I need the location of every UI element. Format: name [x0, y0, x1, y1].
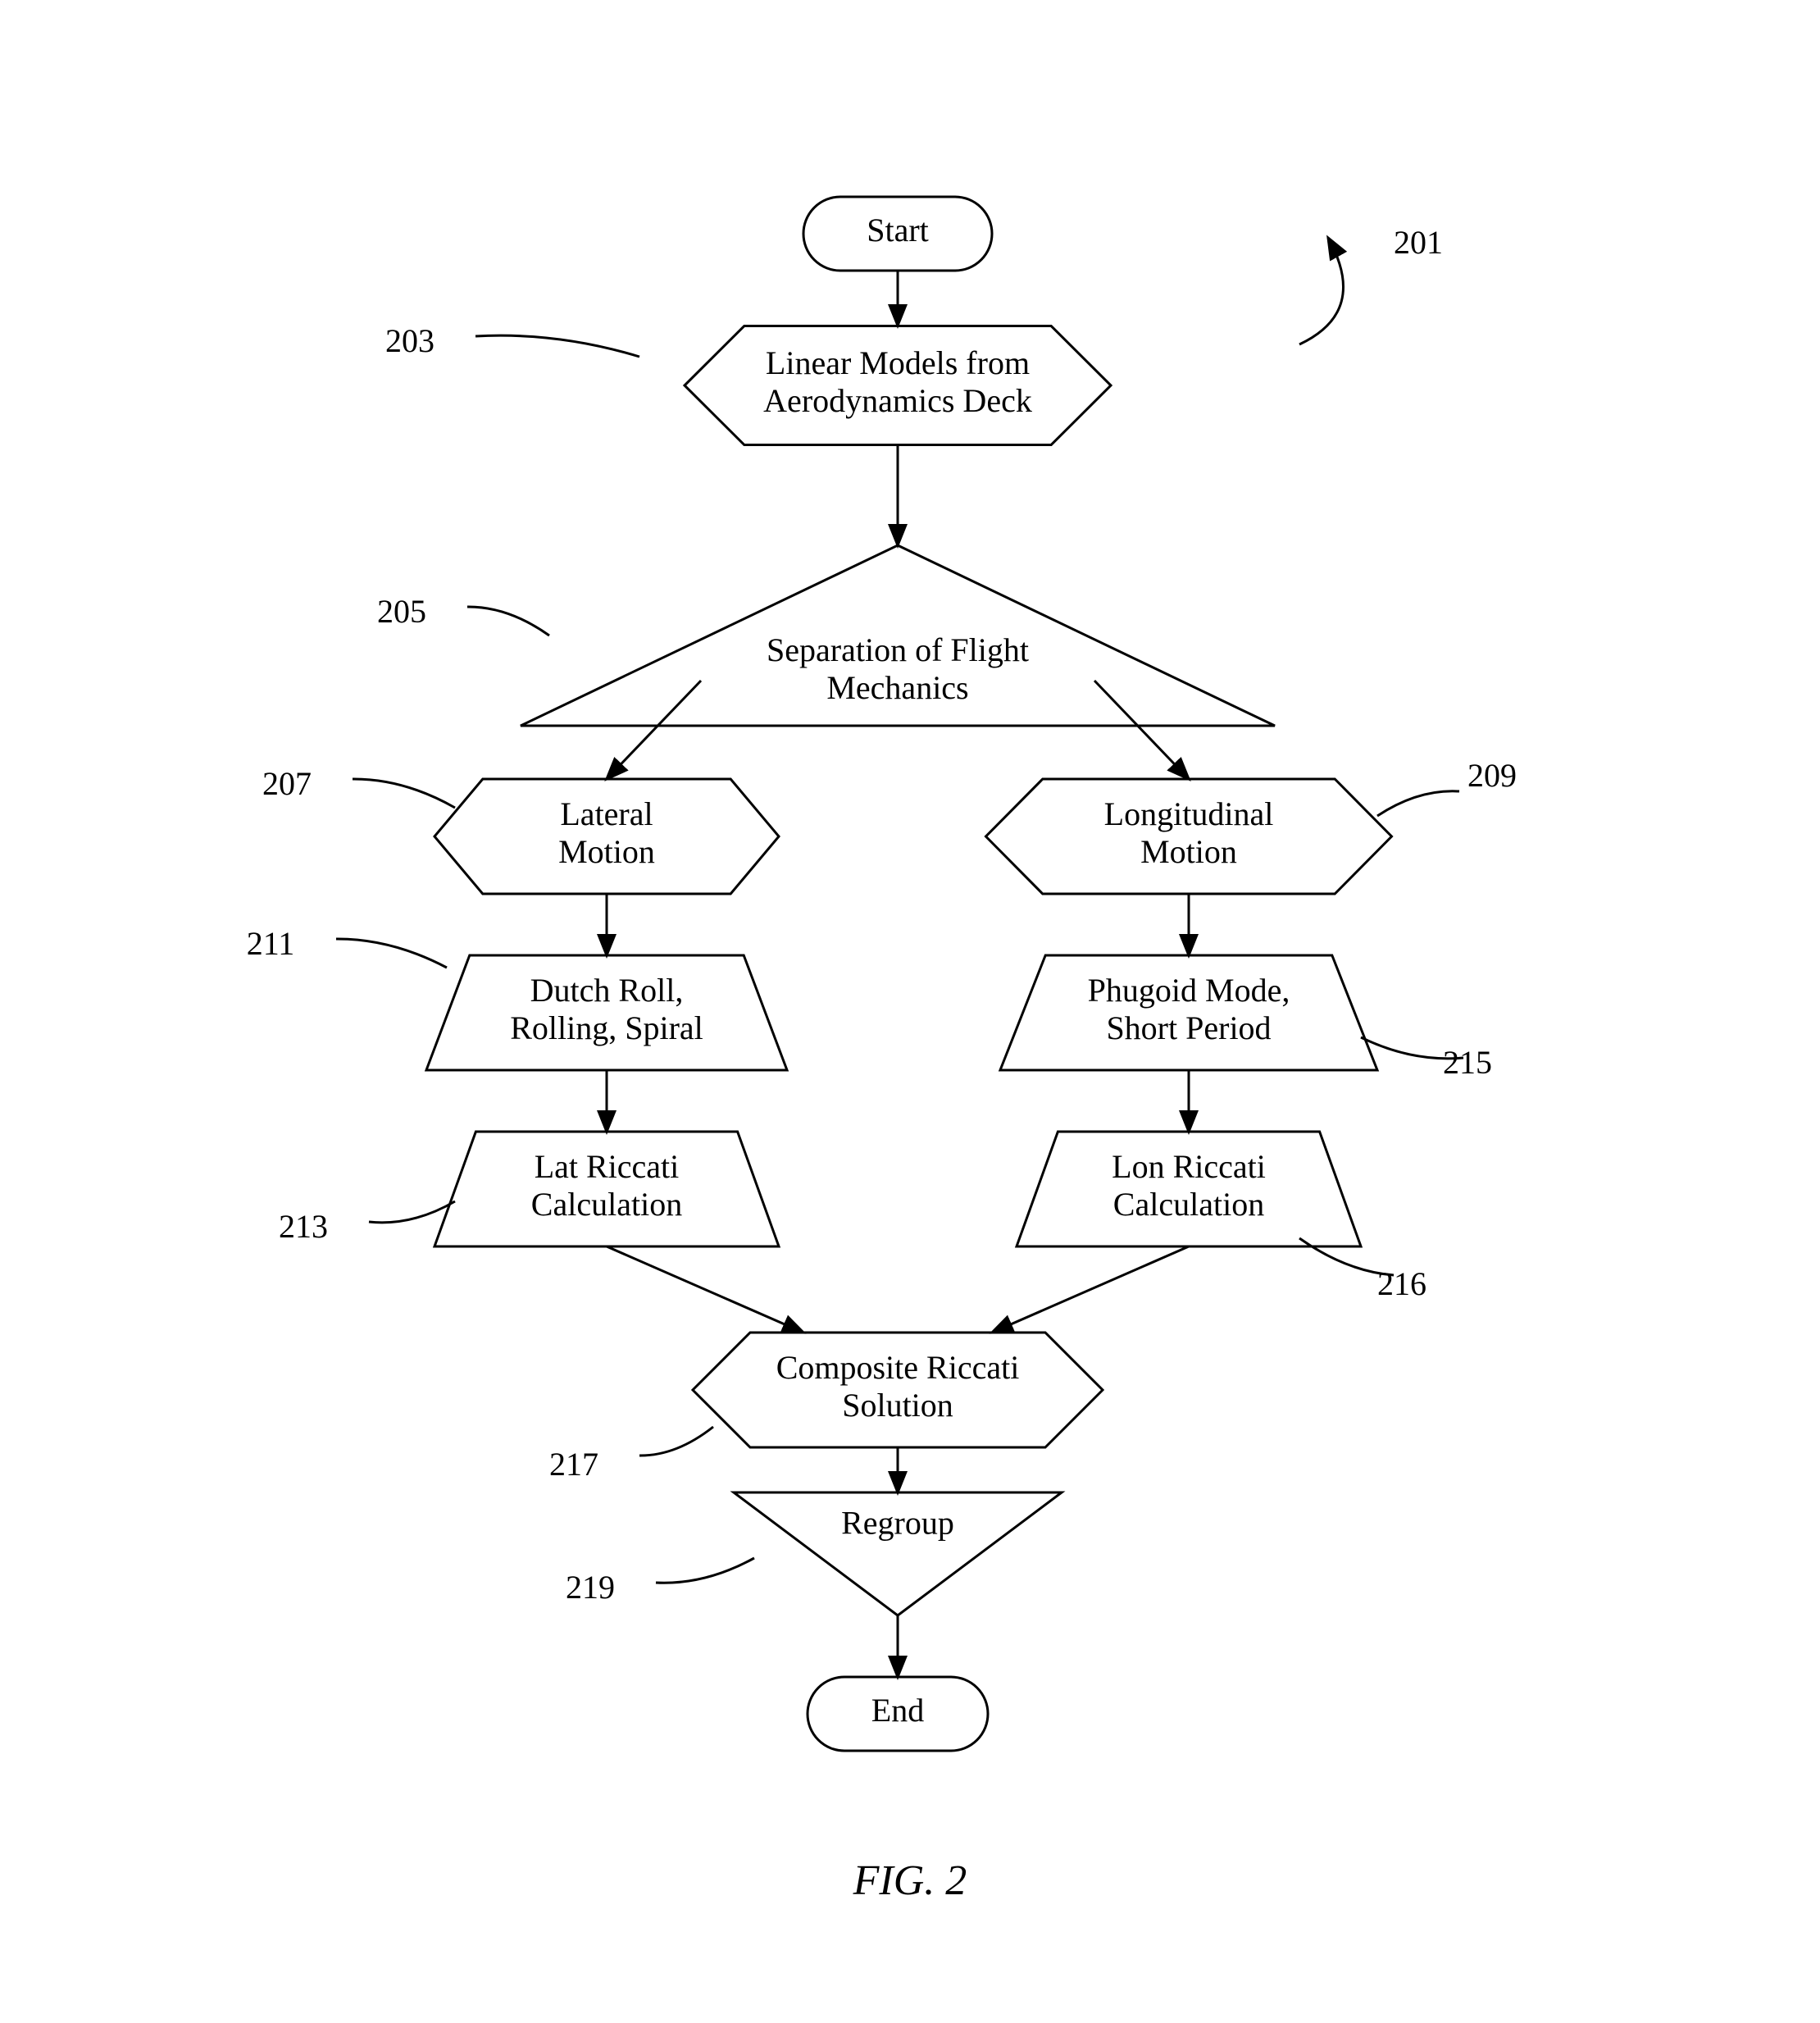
callout-213-leader [369, 1201, 455, 1223]
callout-219-leader [656, 1558, 754, 1583]
callout-209-label: 209 [1467, 757, 1517, 794]
node-composite-text: Composite Riccati [776, 1349, 1020, 1386]
callout-207-leader [353, 779, 455, 808]
callout-209-leader [1377, 791, 1459, 816]
node-composite-text: Solution [842, 1387, 953, 1424]
node-separation-text: Mechanics [826, 669, 968, 706]
node-linear-text: Linear Models from [766, 344, 1030, 381]
callout-207-label: 207 [262, 765, 312, 802]
node-lateral-text: Motion [558, 833, 655, 870]
node-latric-text: Calculation [531, 1186, 682, 1223]
flow-arrow [1094, 681, 1189, 779]
callout-201-label: 201 [1394, 224, 1443, 261]
callout-211-leader [336, 939, 447, 968]
flow-arrow [992, 1246, 1189, 1333]
node-end-text: End [871, 1692, 924, 1729]
callout-203-leader [475, 335, 639, 357]
flowchart-canvas: Start Linear Models fromAerodynamics Deck… [0, 0, 1820, 2023]
node-lateral-text: Lateral [560, 795, 653, 832]
node-dutchroll-text: Rolling, Spiral [510, 1009, 703, 1046]
node-phugoid-text: Phugoid Mode, [1088, 972, 1290, 1009]
callout-219-label: 219 [566, 1569, 615, 1606]
node-regroup-text: Regroup [841, 1505, 954, 1542]
node-lonric-text: Lon Riccati [1112, 1148, 1266, 1185]
flow-arrow [607, 1246, 803, 1333]
node-latric-text: Lat Riccati [535, 1148, 680, 1185]
node-start-text: Start [867, 212, 929, 248]
callout-205-leader [467, 607, 549, 636]
callout-217-leader [639, 1427, 713, 1456]
flow-arrow [607, 681, 701, 779]
callout-215-label: 215 [1443, 1044, 1492, 1081]
callout-205-label: 205 [377, 593, 426, 630]
node-linear-text: Aerodynamics Deck [763, 382, 1032, 419]
node-lonric-text: Calculation [1113, 1186, 1264, 1223]
callout-217-label: 217 [549, 1446, 598, 1483]
callout-213-label: 213 [279, 1208, 328, 1245]
callout-203-label: 203 [385, 322, 435, 359]
node-separation-text: Separation of Flight [767, 631, 1029, 668]
callout-216-label: 216 [1377, 1265, 1426, 1302]
node-phugoid-text: Short Period [1106, 1009, 1271, 1046]
node-longitud-text: Longitudinal [1104, 795, 1274, 832]
callout-201-arrow [1299, 238, 1344, 344]
callout-211-label: 211 [247, 925, 295, 962]
figure-label: FIG. 2 [853, 1857, 967, 1904]
node-dutchroll-text: Dutch Roll, [530, 972, 684, 1009]
node-longitud-text: Motion [1140, 833, 1237, 870]
